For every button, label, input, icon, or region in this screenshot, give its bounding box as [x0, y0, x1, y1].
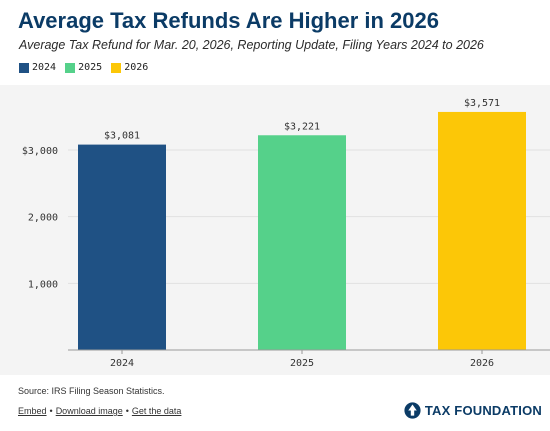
- tax-foundation-logo[interactable]: TAX FOUNDATION: [404, 402, 542, 419]
- y-tick-label: 2,000: [28, 213, 58, 224]
- chart-title: Average Tax Refunds Are Higher in 2026: [18, 8, 439, 33]
- legend-item-2024: 2024: [19, 62, 56, 73]
- bar-2026: [438, 111, 526, 350]
- legend-item-2026: 2026: [111, 62, 148, 73]
- download-image-link[interactable]: Download image: [55, 406, 123, 416]
- legend-swatch-2026: [111, 62, 122, 73]
- data-label-2025: $3,221: [284, 121, 320, 132]
- footer-links: Embed • Download image • Get the data: [18, 406, 181, 416]
- chart-legend: 2024 2025 2026: [19, 62, 157, 73]
- bar-2025: [258, 135, 346, 350]
- y-tick-label: 1,000: [28, 279, 58, 290]
- bar-2024: [78, 144, 166, 350]
- legend-label-2026: 2026: [124, 62, 149, 73]
- bar-chart: 1,000 2,000 $3,000 $3,081 2024 $3,221 2025 $3,5…: [22, 98, 550, 369]
- data-label-2026: $3,571: [464, 98, 500, 109]
- link-separator: •: [49, 406, 53, 416]
- source-note: Source: IRS Filing Season Statistics.: [18, 386, 165, 396]
- y-tick-label: $3,000: [22, 146, 58, 157]
- link-separator: •: [125, 406, 129, 416]
- data-label-2024: $3,081: [104, 131, 140, 142]
- x-tick-label-2025: 2025: [290, 358, 314, 369]
- x-tick-label-2026: 2026: [470, 358, 494, 369]
- legend-swatch-2024: [19, 62, 29, 73]
- legend-swatch-2025: [65, 62, 76, 73]
- legend-item-2025: 2025: [65, 62, 102, 73]
- legend-label-2025: 2025: [78, 62, 103, 73]
- plot-area: 1,000 2,000 $3,000 $3,081 2024 $3,221 2025 $3,5…: [0, 85, 550, 375]
- get-the-data-link[interactable]: Get the data: [131, 406, 182, 416]
- tax-foundation-logo-icon: [404, 402, 421, 419]
- x-tick-label-2024: 2024: [110, 358, 134, 369]
- embed-link[interactable]: Embed: [18, 406, 47, 416]
- brand-name: TAX FOUNDATION: [424, 403, 542, 418]
- legend-label-2024: 2024: [32, 62, 57, 73]
- chart-subtitle: Average Tax Refund for Mar. 20, 2026, Re…: [19, 38, 484, 52]
